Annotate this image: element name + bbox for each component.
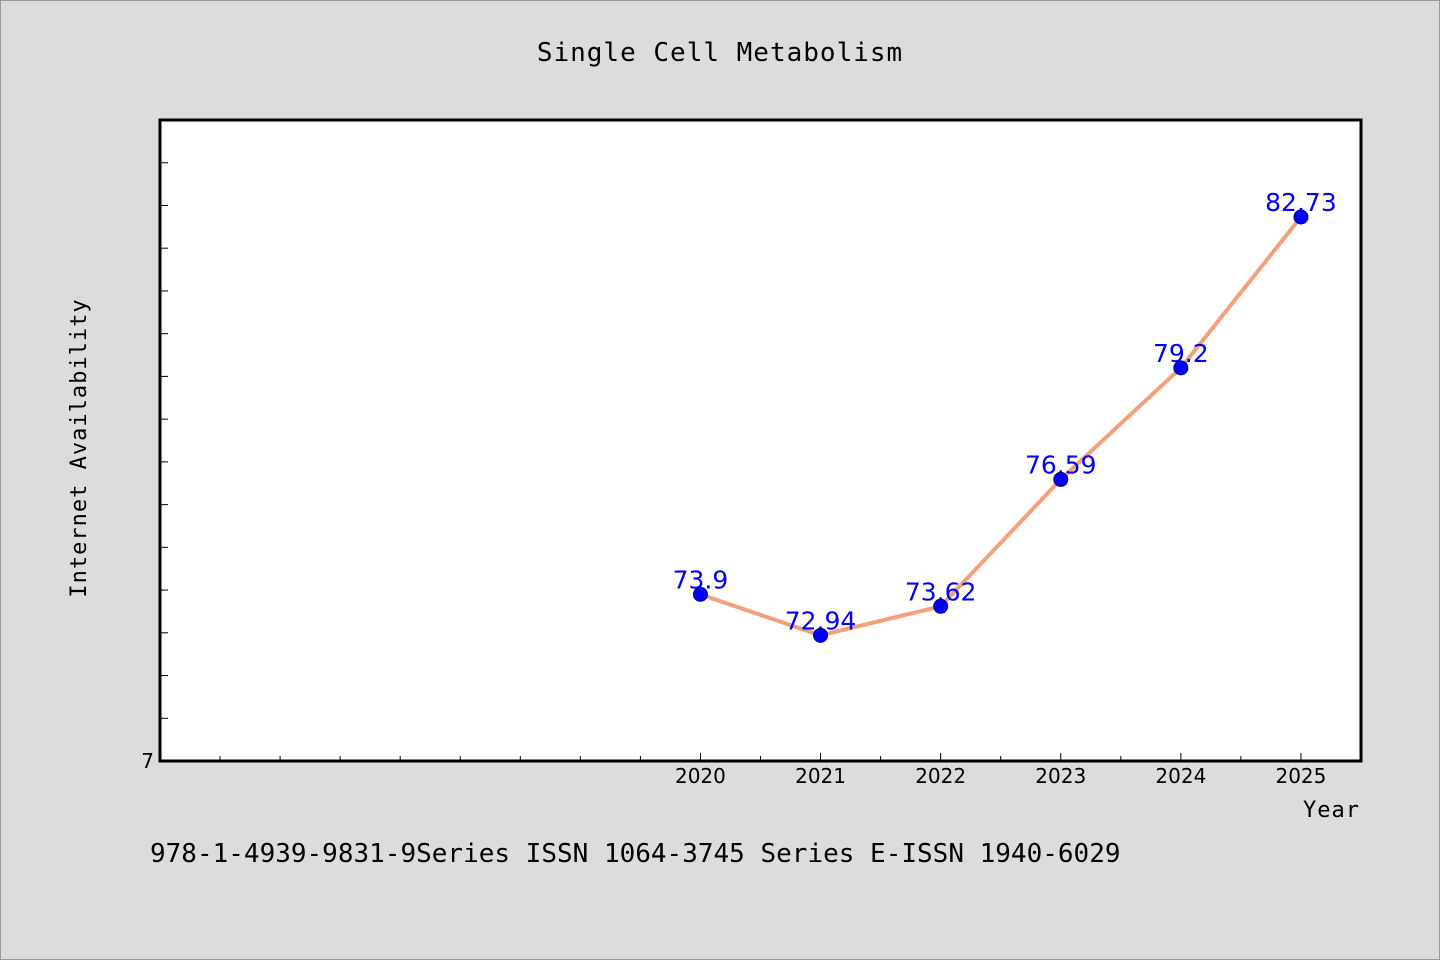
data-point xyxy=(1293,209,1309,225)
data-point xyxy=(1173,360,1189,376)
y-axis-ticks: 7 xyxy=(141,162,168,773)
data-point xyxy=(813,627,829,643)
x-tick-label: 2023 xyxy=(1035,764,1086,788)
x-tick-label: 2022 xyxy=(915,764,966,788)
series-line xyxy=(699,215,1303,638)
x-tick-label: 2024 xyxy=(1155,764,1206,788)
footer-isbn-text: 978-1-4939-9831-9Series ISSN 1064-3745 S… xyxy=(150,839,1121,869)
x-axis-ticks: 2020 2021 2022 2023 2024 2025 xyxy=(219,753,1362,788)
data-point xyxy=(692,586,708,602)
x-tick-label: 2021 xyxy=(795,764,846,788)
chart-title: Single Cell Metabolism xyxy=(537,38,903,68)
y-tick-label: 7 xyxy=(141,749,154,773)
data-point xyxy=(1053,471,1069,487)
y-axis-label: Internet Availability xyxy=(67,298,92,597)
data-point xyxy=(933,598,949,614)
x-tick-label: 2025 xyxy=(1275,764,1326,788)
x-tick-label: 2020 xyxy=(675,764,726,788)
plot-area xyxy=(158,118,1363,763)
x-axis-label: Year xyxy=(1303,798,1360,823)
